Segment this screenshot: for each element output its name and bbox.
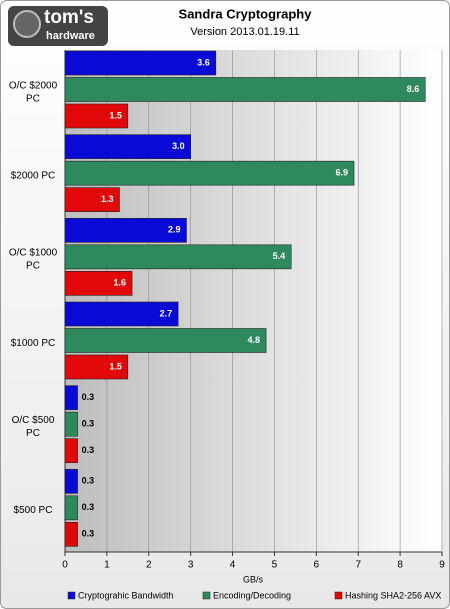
legend-swatch [202,591,211,600]
value-label: 3.0 [172,141,185,151]
value-label: 3.6 [197,57,210,67]
logo-text: tom's [44,7,94,28]
y-tick-label: O/C $2000 PC [9,80,58,104]
x-axis-label: GB/s [243,574,264,584]
value-label: 2.7 [160,308,173,318]
bar [64,271,133,296]
logo-subtext: hardware [46,30,95,42]
x-tick-label: 6 [314,560,320,571]
value-label: 2.9 [168,225,181,235]
value-label: 0.3 [82,392,95,402]
bar [64,385,78,410]
x-tick-label: 2 [146,560,152,571]
value-label: 1.6 [114,278,127,288]
bar [64,50,217,76]
x-tick-label: 5 [272,560,278,571]
y-tick-label: O/C $500 PC [12,415,55,439]
x-tick-label: 9 [439,560,445,571]
y-tick-label: $500 PC [14,505,53,516]
value-label: 8.6 [407,84,420,94]
y-tick-label: $1000 PC [11,337,55,348]
bar [64,328,267,353]
x-tick-label: 3 [188,560,194,571]
bar [64,469,78,494]
value-label: 0.3 [82,529,95,539]
bar [64,301,179,327]
x-tick-label: 0 [62,560,68,571]
y-tick-label: $2000 PC [11,170,55,181]
bar [64,522,78,547]
y-tick-label: O/C $1000 PC [9,247,58,271]
bar [64,495,78,521]
bar [64,218,187,243]
value-label: 0.3 [82,476,95,486]
value-label: 1.5 [109,361,122,371]
x-tick-label: 4 [230,560,236,571]
value-label: 0.3 [82,445,95,455]
value-label: 0.3 [82,502,95,512]
value-label: 6.9 [336,168,349,178]
chart-title: Sandra Cryptography [179,6,313,21]
legend-swatch [334,591,343,600]
bar [64,354,129,380]
chart-subtitle: Version 2013.01.19.11 [190,26,299,38]
legend-label: Encoding/Decoding [213,590,291,600]
bar [64,411,78,437]
x-tick-label: 8 [397,560,403,571]
bar [64,438,78,463]
x-tick-label: 1 [104,560,110,571]
bar [64,244,292,270]
legend-label: Hashing SHA2-256 AVX [345,590,441,600]
plot-area [65,50,442,552]
legend-swatch [67,591,76,600]
bar [64,160,355,186]
bar [64,134,191,159]
value-label: 0.3 [82,419,95,429]
bar [64,77,426,102]
value-label: 1.5 [109,110,122,120]
value-label: 4.8 [248,335,261,345]
bar [64,187,120,212]
legend-label: Cryptograhic Bandwidth [78,590,174,600]
x-tick-label: 7 [355,560,361,571]
value-label: 1.3 [101,194,114,204]
logo-icon [13,10,41,38]
bar [64,103,129,129]
value-label: 5.4 [273,251,286,261]
